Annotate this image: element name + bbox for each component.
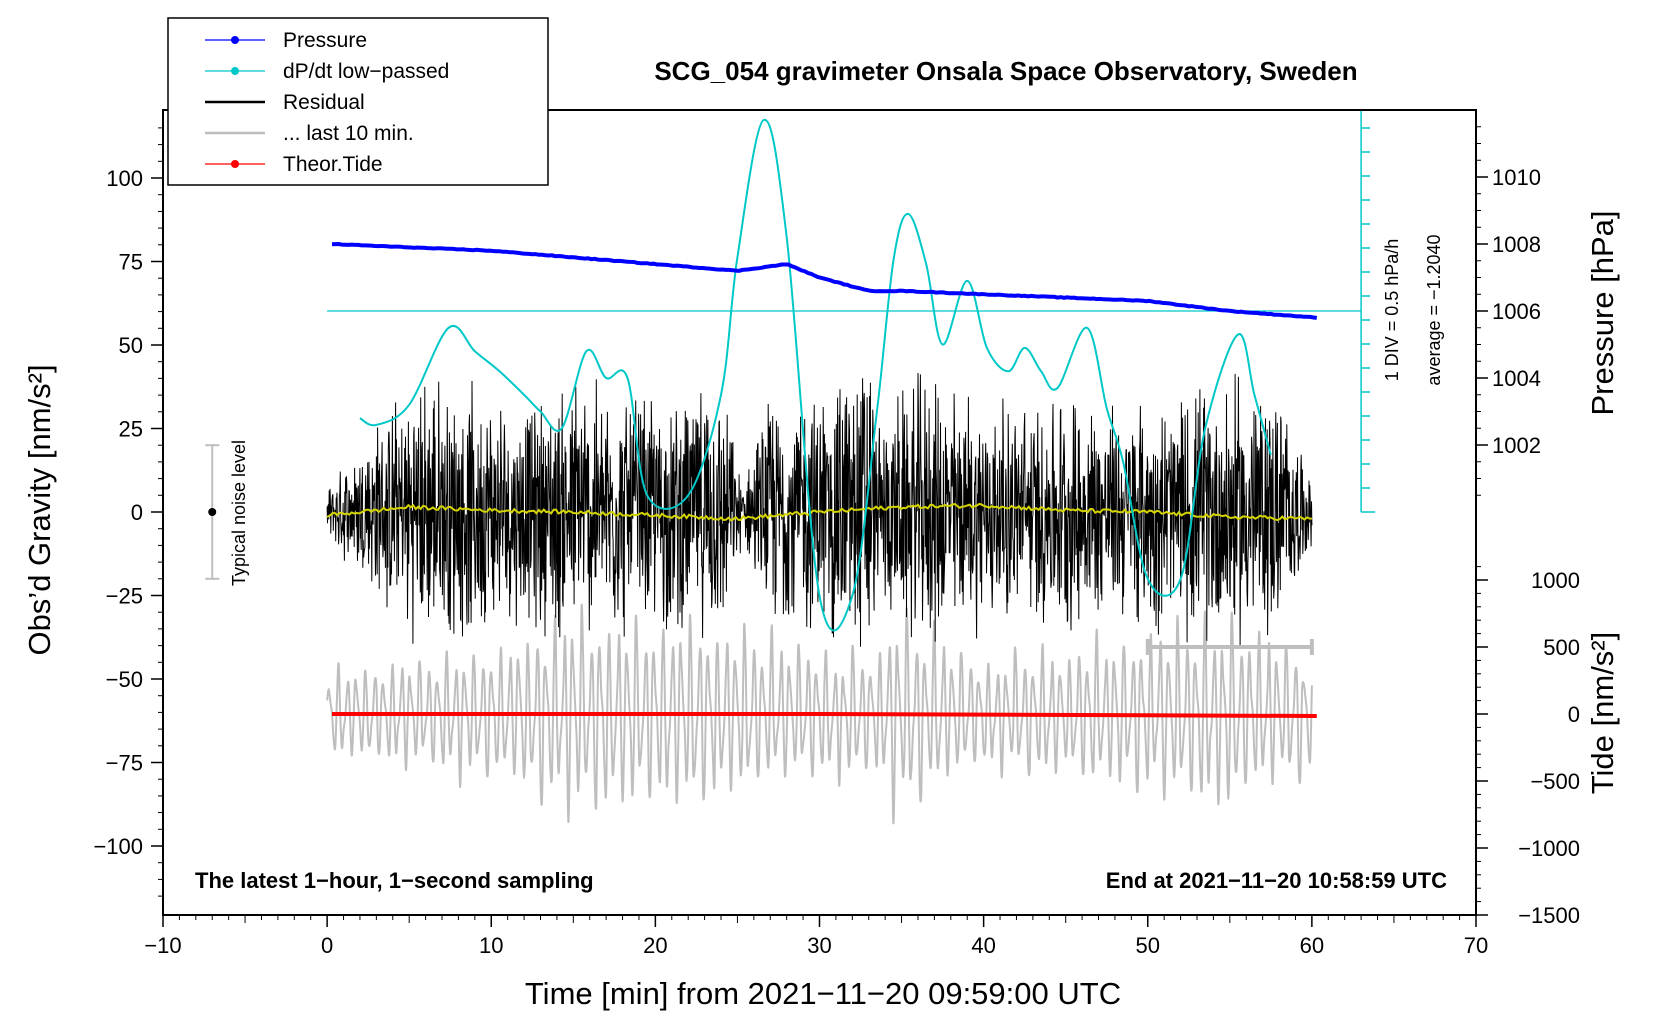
- left-tick-label: −100: [93, 834, 143, 859]
- left-tick-label: 50: [119, 333, 143, 358]
- x-tick-label: 60: [1300, 933, 1324, 958]
- pressure-line: [331, 241, 1318, 320]
- residual-smoothed-line: [326, 502, 1312, 522]
- tide-tick-label: 1000: [1531, 568, 1580, 593]
- dpdt-line: [359, 118, 1272, 632]
- left-tick-label: 25: [119, 417, 143, 442]
- legend-marker: [231, 67, 239, 75]
- legend: Pressure dP/dt low−passed Residual ... last…: [167, 17, 549, 186]
- legend-label: Theor.Tide: [283, 153, 383, 176]
- pressure-tick-label: 1002: [1492, 433, 1541, 458]
- pressure-tick-label: 1008: [1492, 232, 1541, 257]
- average-label: average = −1.2040: [1424, 234, 1444, 385]
- noise-level-label: Typical noise level: [229, 440, 249, 586]
- pressure-tick-label: 1010: [1492, 165, 1541, 190]
- annotation-bottom-right: End at 2021−11−20 10:58:59 UTC: [1106, 868, 1447, 893]
- legend-marker: [231, 160, 239, 168]
- x-tick-label: 40: [971, 933, 995, 958]
- chart-title: SCG_054 gravimeter Onsala Space Observat…: [654, 56, 1357, 86]
- tide-tick-label: 500: [1543, 635, 1580, 660]
- x-tick-label: 0: [321, 933, 333, 958]
- tide-tick-label: −1000: [1518, 836, 1580, 861]
- left-tick-label: 100: [106, 166, 143, 191]
- legend-label: Residual: [283, 91, 365, 114]
- residual-line: [326, 372, 1313, 647]
- left-tick-label: −25: [106, 584, 143, 609]
- tide-tick-label: 0: [1568, 702, 1580, 727]
- left-tick-label: −75: [106, 751, 143, 776]
- pressure-axis-title: Pressure [hPa]: [1585, 210, 1620, 415]
- last-10-min-line: [326, 603, 1313, 825]
- tide-tick-label: −1500: [1518, 903, 1580, 928]
- x-tick-label: 20: [643, 933, 667, 958]
- legend-marker: [231, 36, 239, 44]
- legend-label: dP/dt low−passed: [283, 60, 449, 83]
- pressure-tick-label: 1006: [1492, 299, 1541, 324]
- noise-bar-dot: [208, 508, 217, 516]
- data-series-layer: [205, 118, 1362, 825]
- x-axis-title: Time [min] from 2021−11−20 09:59:00 UTC: [525, 976, 1121, 1011]
- left-tick-label: 75: [119, 250, 143, 275]
- div-scale-label: 1 DIV = 0.5 hPa/h: [1382, 239, 1402, 382]
- legend-label: ... last 10 min.: [283, 122, 414, 145]
- x-tick-label: −10: [144, 933, 181, 958]
- tide-axis-title: Tide [nm/s²]: [1585, 632, 1620, 795]
- left-tick-label: −50: [106, 667, 143, 692]
- left-tick-label: 0: [131, 500, 143, 525]
- left-axis-title: Obs’d Gravity [nm/s²]: [22, 364, 57, 655]
- x-tick-label: 70: [1464, 933, 1488, 958]
- theor-tide-line: [332, 712, 1317, 718]
- tide-tick-label: −500: [1530, 769, 1580, 794]
- axes-layer: −10 0 10 20 30 40 50 60 70−100−75−50−25025507510…: [93, 126, 1580, 958]
- x-tick-label: 30: [807, 933, 831, 958]
- pressure-tick-label: 1004: [1492, 366, 1541, 391]
- x-tick-label: 50: [1136, 933, 1160, 958]
- annotation-bottom-left: The latest 1−hour, 1−second sampling: [195, 868, 594, 893]
- x-tick-label: 10: [479, 933, 503, 958]
- legend-label: Pressure: [283, 29, 367, 52]
